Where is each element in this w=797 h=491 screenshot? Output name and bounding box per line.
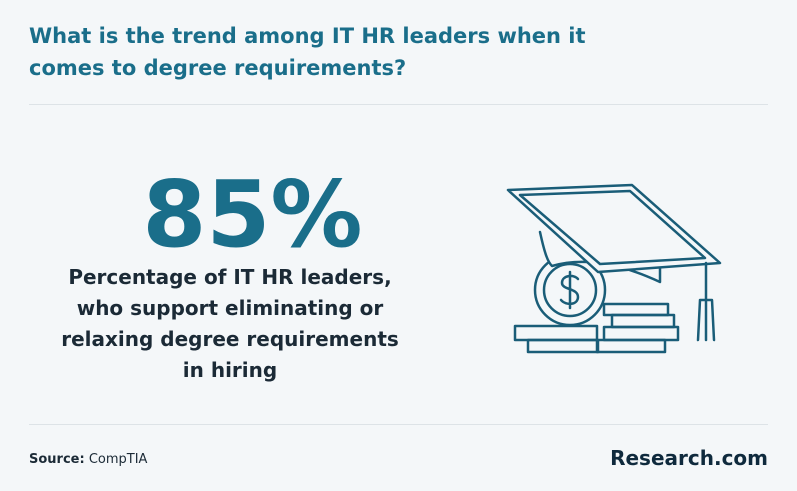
divider (29, 424, 768, 425)
source-name: CompTIA (88, 452, 148, 467)
source-label: Source: (29, 452, 85, 467)
title: What is the trend among IT HR leaders wh… (29, 24, 586, 80)
graduation-money-icon (506, 183, 722, 354)
brand-logo: Research.com (610, 446, 768, 470)
stat-description: Percentage of IT HR leaders, who support… (61, 265, 399, 382)
stat-value: 85% (142, 161, 363, 268)
source: Source: CompTIA (29, 452, 147, 467)
divider (29, 104, 768, 105)
